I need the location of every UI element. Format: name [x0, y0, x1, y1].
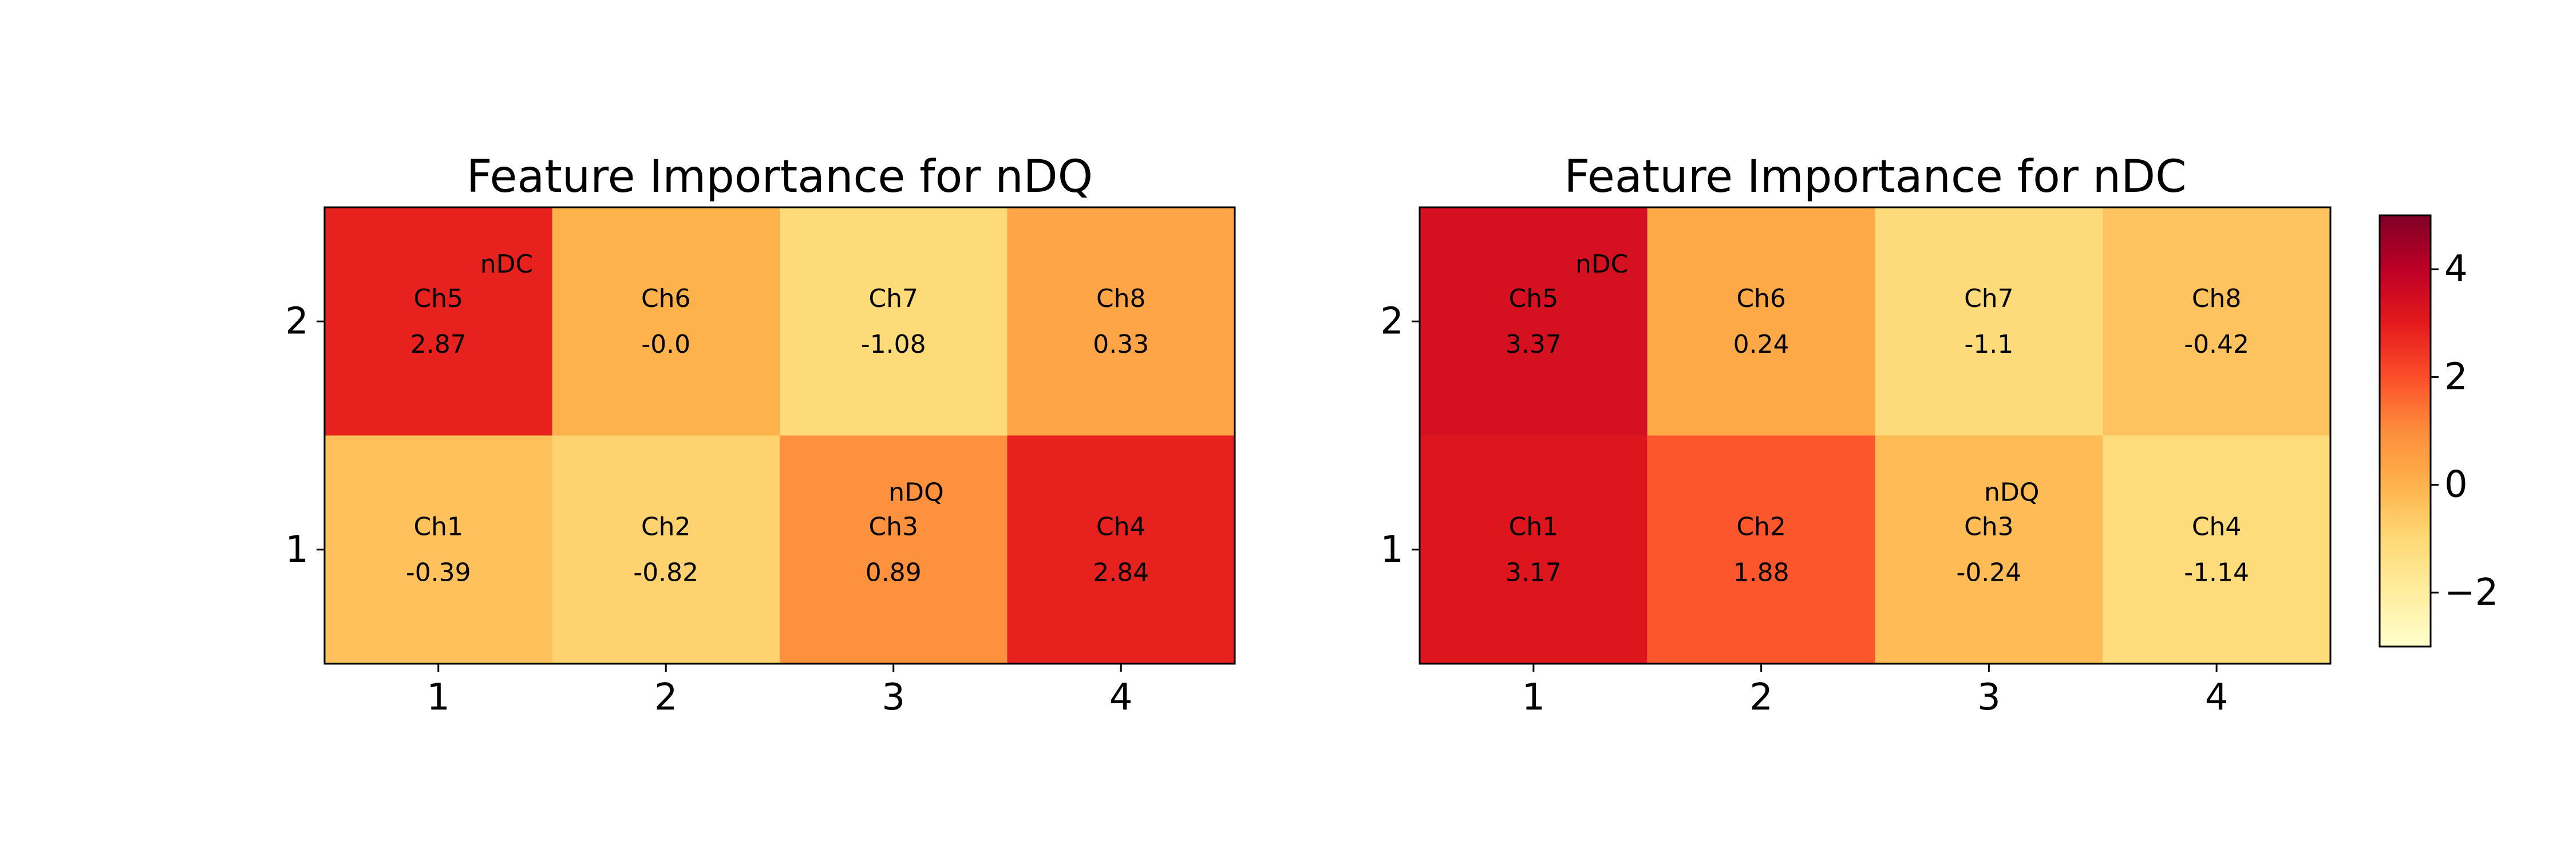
cell-label: Ch4 [2192, 512, 2242, 541]
cell-label: Ch5 [1509, 284, 1559, 313]
x-tick-label: 4 [1109, 676, 1133, 719]
y-tick-label: 2 [285, 300, 309, 342]
cell-value: -1.1 [1964, 330, 2013, 359]
heatmap-cell-ch1 [325, 435, 552, 664]
chart-title: Feature Importance for nDQ [467, 151, 1093, 203]
x-tick-label: 2 [1749, 676, 1773, 719]
x-axis-ticks: 1 2 3 4 [426, 664, 1133, 719]
cell-label: Ch2 [1736, 512, 1786, 541]
cell-value: 0.24 [1733, 330, 1789, 359]
cell-value: 0.89 [866, 558, 922, 587]
annotations: nDC nDQ [1575, 250, 2039, 507]
heatmap-cell-ch2 [1647, 435, 1875, 664]
cell-value: -0.82 [633, 558, 698, 587]
heatmap-cells [325, 207, 1235, 664]
cell-value: -1.14 [2184, 558, 2249, 587]
heatmap-cell-ch3 [1875, 435, 2103, 664]
annotations: nDC nDQ [480, 250, 944, 507]
cell-label: Ch4 [1096, 512, 1146, 541]
y-axis-ticks: 12 [1380, 300, 1420, 571]
heatmap-cell-ch1 [1420, 435, 1647, 664]
cell-value: -1.08 [861, 330, 926, 359]
heatmap-cell-ch4 [1007, 435, 1235, 664]
heatmap-cell-ch7 [780, 207, 1008, 436]
heatmap-cell-ch5 [1420, 207, 1647, 436]
heatmap-cell-ch6 [552, 207, 780, 436]
heatmap-panel-ndq: Feature Importance for nDQ Ch1 -0.39 Ch2 -0… [285, 151, 1236, 719]
heatmap-panel-ndc: Feature Importance for nDC Ch1 3.17 Ch2 1.8… [1380, 151, 2332, 719]
y-tick-label: 1 [285, 529, 309, 571]
cell-label: Ch5 [413, 284, 463, 313]
heatmap-cell-ch5 [325, 207, 552, 436]
cell-label: Ch8 [1096, 284, 1146, 313]
cell-label: Ch7 [1964, 284, 2014, 313]
cell-label: Ch6 [1736, 284, 1786, 313]
cell-value: -0.0 [641, 330, 690, 359]
annotation-label: nDC [480, 250, 534, 279]
heatmap-cell-ch8 [1007, 207, 1235, 436]
heatmap-cell-ch2 [552, 435, 780, 664]
cell-value: -0.42 [2184, 330, 2249, 359]
cell-labels: Ch1 -0.39 Ch2 -0.82 Ch3 0.89 Ch4 2.84 Ch5 2.87 Ch6… [406, 284, 1149, 588]
cell-label: Ch1 [1509, 512, 1559, 541]
colorbar-tick-label: 2 [2444, 356, 2468, 398]
cell-value: -0.24 [1956, 558, 2021, 587]
cell-label: Ch3 [1964, 512, 2014, 541]
plot-frame [1419, 206, 2332, 665]
annotation-label: nDQ [1984, 478, 2039, 507]
cell-label: Ch1 [413, 512, 463, 541]
cell-value: 0.33 [1093, 330, 1149, 359]
annotation-label: nDC [1575, 250, 1629, 279]
heatmap-cells [1420, 207, 2330, 664]
colorbar-gradient [2379, 214, 2432, 648]
cell-label: Ch7 [868, 284, 918, 313]
heatmap-cell-ch8 [2103, 207, 2330, 436]
cell-label: Ch3 [868, 512, 918, 541]
x-tick-label: 1 [1522, 676, 1546, 719]
colorbar-ticks: −2 0 2 4 [2431, 248, 2498, 614]
heatmap-cell-ch4 [2103, 435, 2330, 664]
x-tick-label: 3 [1977, 676, 2001, 719]
cell-labels: Ch1 3.17 Ch2 1.88 Ch3 -0.24 Ch4 -1.14 Ch5 3.37 Ch6… [1506, 284, 2249, 588]
colorbar-tick-label: −2 [2444, 572, 2498, 614]
colorbar-tick-label: 4 [2444, 248, 2468, 290]
cell-value: 3.37 [1506, 330, 1562, 359]
cell-label: Ch8 [2192, 284, 2242, 313]
cell-value: -0.39 [406, 558, 471, 587]
heatmap-cell-ch7 [1875, 207, 2103, 436]
colorbar: −2 0 2 4 [2379, 214, 2498, 648]
y-tick-label: 1 [1380, 529, 1404, 571]
plot-frame [323, 206, 1236, 665]
cell-value: 1.88 [1733, 558, 1789, 587]
x-tick-label: 1 [426, 676, 450, 719]
x-axis-ticks: 1 2 3 4 [1522, 664, 2229, 719]
y-axis-ticks: 12 [285, 300, 325, 571]
cell-value: 2.87 [410, 330, 467, 359]
cell-value: 2.84 [1093, 558, 1149, 587]
x-tick-label: 4 [2205, 676, 2229, 719]
cell-label: Ch2 [641, 512, 691, 541]
cell-label: Ch6 [641, 284, 691, 313]
x-tick-label: 3 [882, 676, 905, 719]
heatmap-cell-ch3 [780, 435, 1008, 664]
annotation-label: nDQ [888, 478, 943, 507]
x-tick-label: 2 [654, 676, 678, 719]
y-tick-label: 2 [1380, 300, 1404, 342]
colorbar-tick-label: 0 [2444, 464, 2468, 506]
chart-title: Feature Importance for nDC [1564, 151, 2186, 203]
heatmap-cell-ch6 [1647, 207, 1875, 436]
cell-value: 3.17 [1506, 558, 1562, 587]
